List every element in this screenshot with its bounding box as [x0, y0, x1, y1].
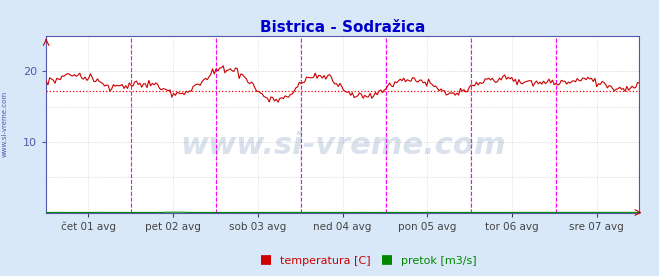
- Title: Bistrica - Sodražica: Bistrica - Sodražica: [260, 20, 425, 35]
- Legend: temperatura [C], pretok [m3/s]: temperatura [C], pretok [m3/s]: [257, 251, 481, 270]
- Text: www.si-vreme.com: www.si-vreme.com: [2, 91, 8, 157]
- Text: www.si-vreme.com: www.si-vreme.com: [180, 131, 505, 160]
